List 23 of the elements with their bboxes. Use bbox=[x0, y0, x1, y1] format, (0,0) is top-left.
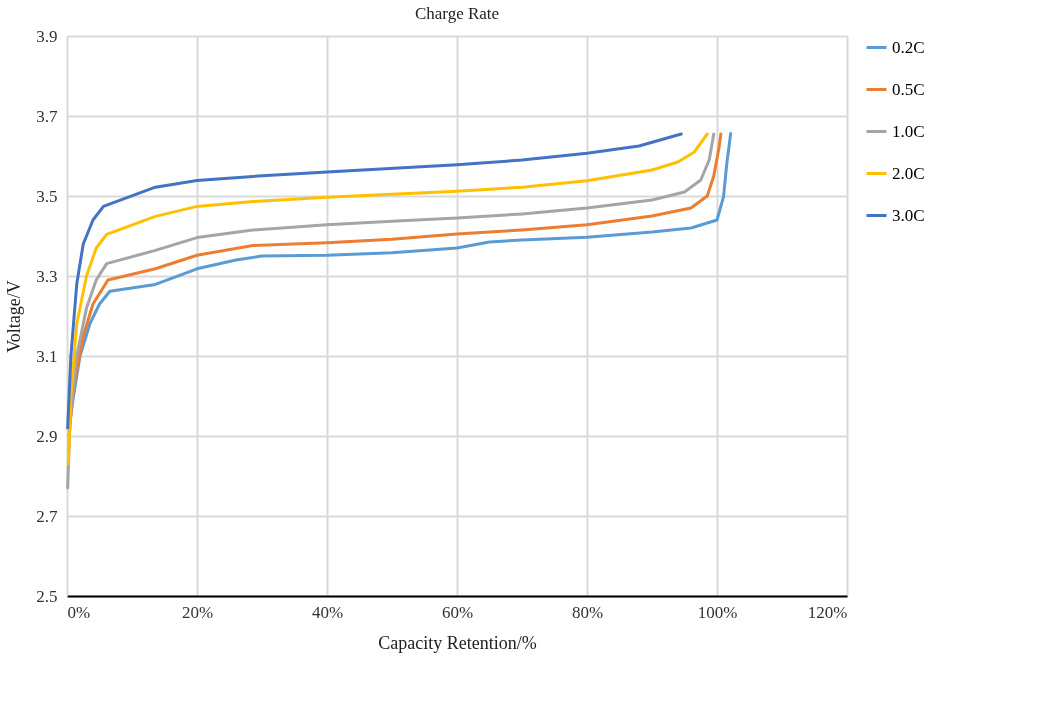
y-tick-label: 2.9 bbox=[36, 426, 58, 446]
y-tick-label: 3.3 bbox=[36, 266, 58, 286]
legend-label: 0.5C bbox=[892, 79, 925, 99]
x-tick-label: 80% bbox=[571, 602, 604, 622]
x-tick-label: 20% bbox=[181, 602, 214, 622]
y-axis-title: Voltage/V bbox=[4, 280, 25, 353]
x-tick-label: 0% bbox=[67, 602, 91, 622]
y-tick-label: 2.5 bbox=[36, 586, 58, 606]
legend-label: 2.0C bbox=[892, 163, 925, 183]
legend-label: 0.2C bbox=[892, 37, 925, 57]
x-axis-title: Capacity Retention/% bbox=[378, 632, 537, 653]
legend-label: 3.0C bbox=[892, 205, 925, 225]
x-tick-label: 40% bbox=[311, 602, 344, 622]
y-tick-label: 3.5 bbox=[36, 186, 58, 206]
y-tick-label: 3.9 bbox=[36, 26, 58, 46]
x-tick-label: 100% bbox=[697, 602, 738, 622]
y-tick-label: 3.1 bbox=[36, 346, 58, 366]
legend-label: 1.0C bbox=[892, 121, 925, 141]
y-tick-label: 3.7 bbox=[36, 106, 58, 126]
chart-title: Charge Rate bbox=[414, 4, 500, 23]
x-tick-label: 60% bbox=[441, 602, 474, 622]
y-tick-label: 2.7 bbox=[36, 506, 58, 526]
x-tick-label: 120% bbox=[807, 602, 848, 622]
